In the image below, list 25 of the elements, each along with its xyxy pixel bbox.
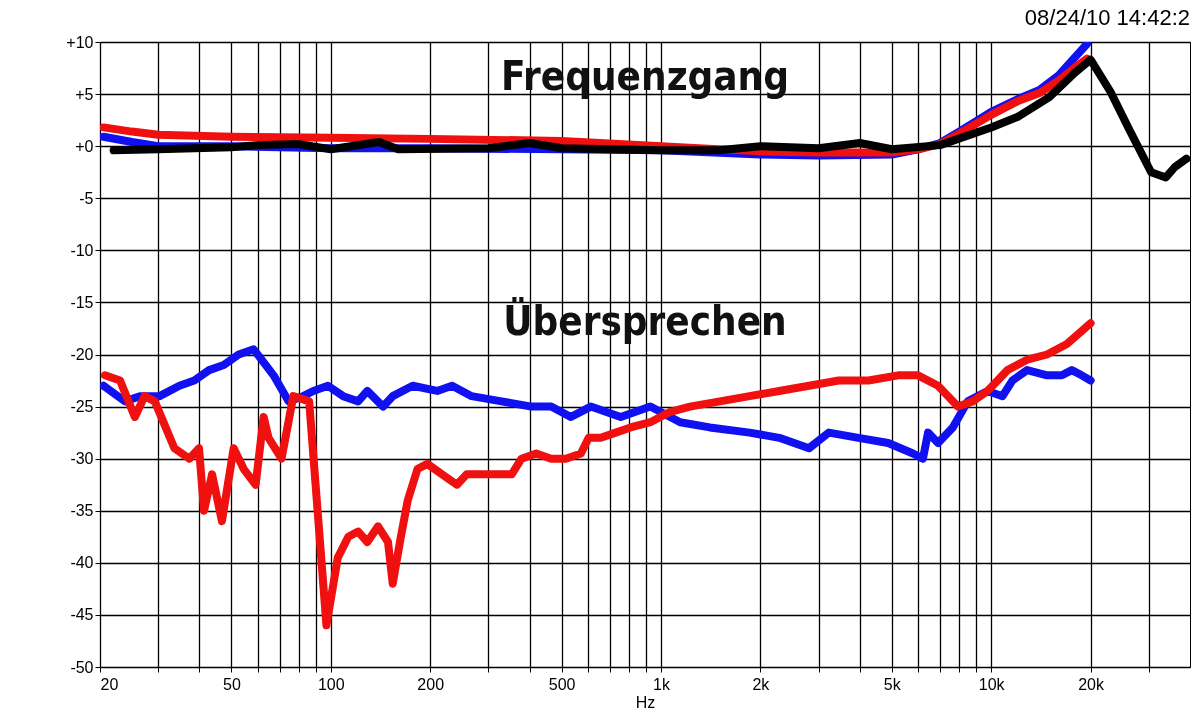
x-tick-label: 100 [317,675,345,693]
y-tick-label: -45 [70,606,94,624]
x-tick-label: 20 [100,675,119,693]
x-tick-label: 10k [978,675,1006,693]
y-tick-label: -30 [70,450,94,468]
x-tick-label: 200 [417,675,445,693]
y-tick-label: +5 [75,85,94,103]
y-tick-label: -25 [70,398,94,416]
x-tick-label: 500 [548,675,576,693]
x-tick-label: 5k [883,675,902,693]
y-tick-label: +10 [66,33,94,51]
y-tick-label: -5 [79,189,94,207]
x-tick-label: 20k [1078,675,1105,693]
y-tick-label: -10 [70,241,94,259]
y-tick-label: -35 [70,502,94,520]
x-tick-label: 50 [223,675,241,693]
text: 08/24/10 14:42:2 [1024,5,1190,30]
x-tick-label: 1k [653,675,671,693]
y-tick-label: -40 [70,554,94,572]
x-tick-label: 2k [752,675,771,693]
y-tick-label: -20 [70,346,94,363]
y-tick-label: -15 [70,293,94,311]
y-tick-label: +0 [75,137,94,155]
x-axis-title: Hz [635,693,656,711]
y-tick-label: -50 [70,658,94,676]
